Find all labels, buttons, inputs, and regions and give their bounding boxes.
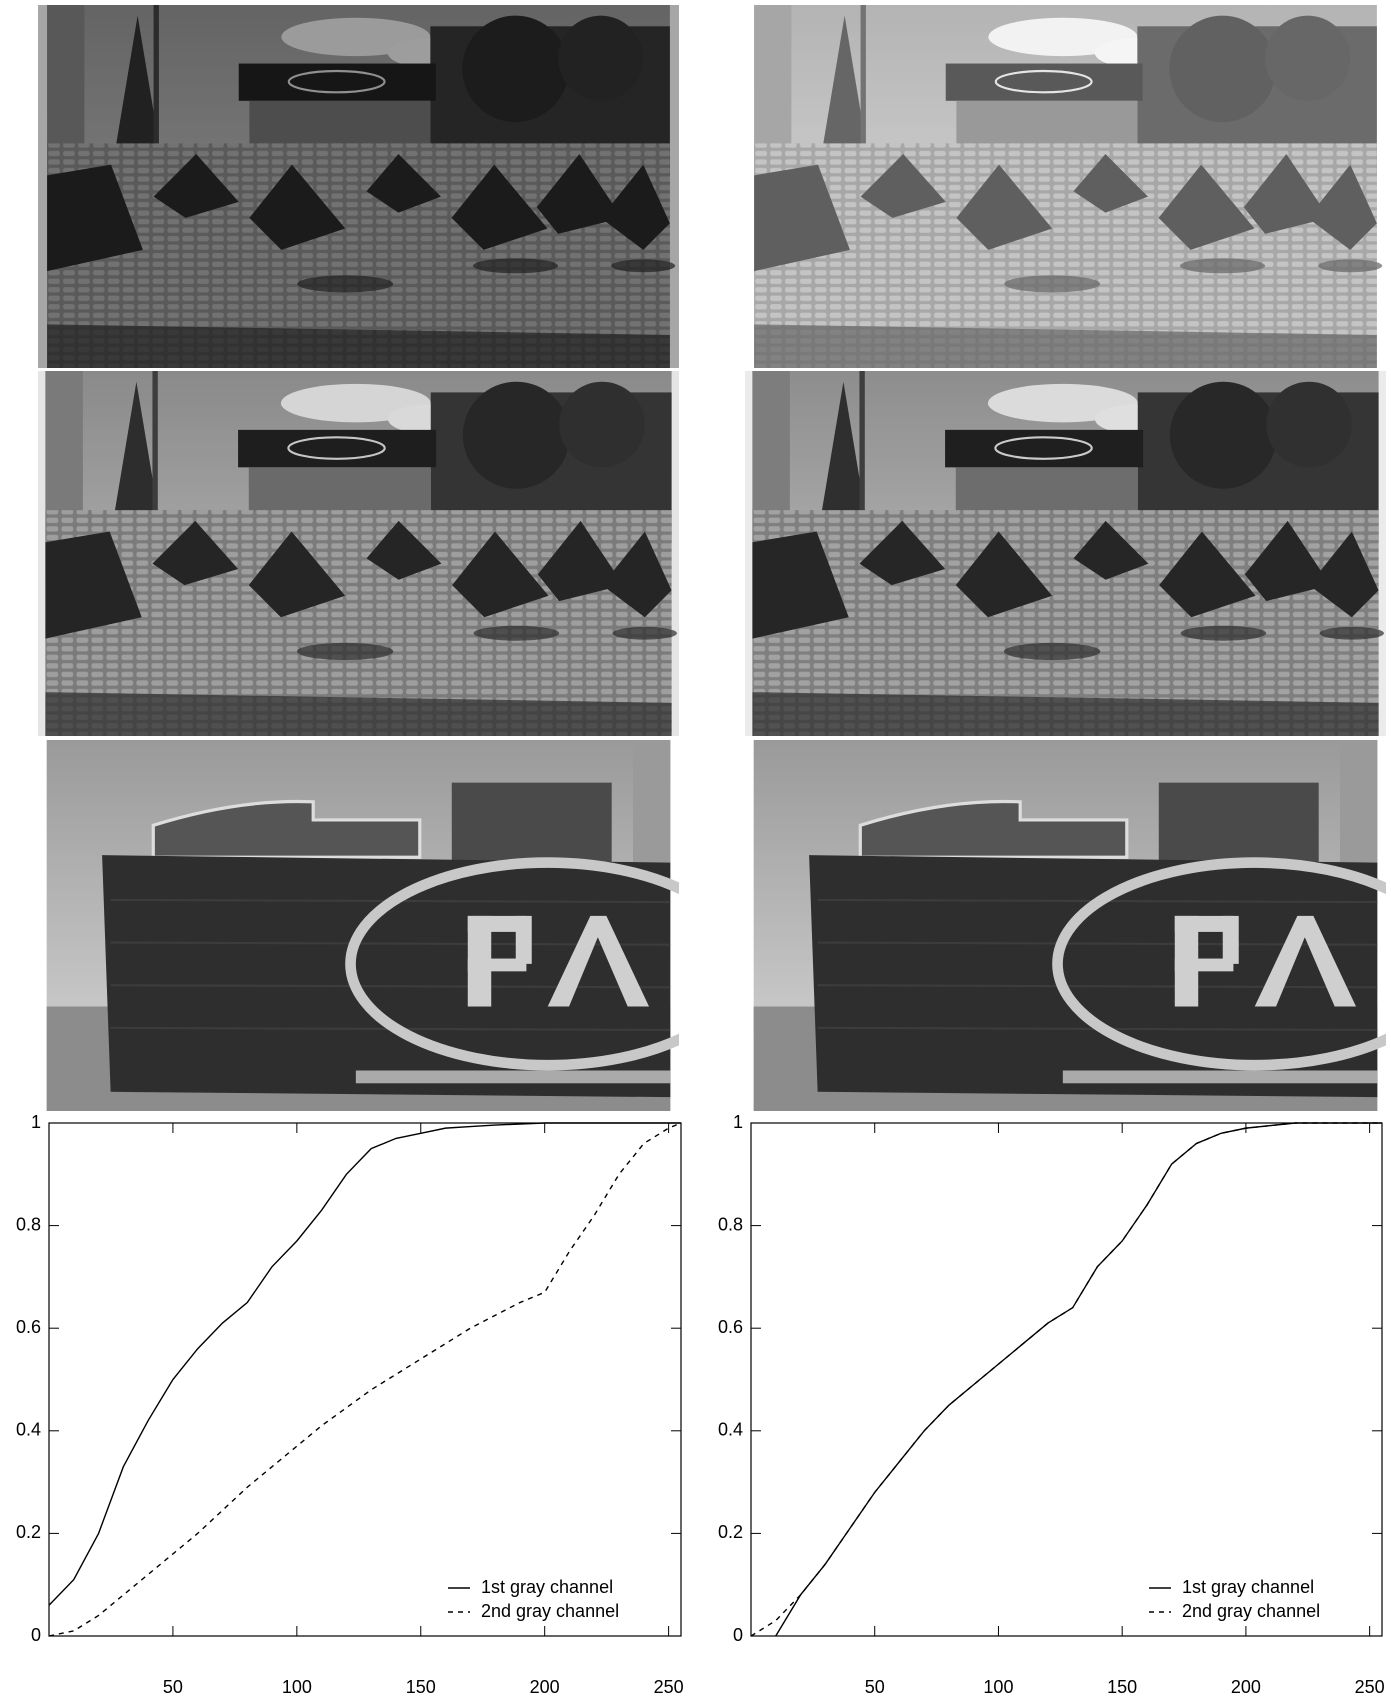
legend-label: 1st gray channel bbox=[1182, 1577, 1314, 1597]
y-tick-label: 0.4 bbox=[718, 1420, 743, 1440]
y-tick-label: 1 bbox=[733, 1112, 743, 1132]
y-tick-label: 0.6 bbox=[16, 1317, 41, 1337]
x-tick-label: 150 bbox=[1107, 1677, 1137, 1697]
legend-label: 2nd gray channel bbox=[481, 1601, 619, 1621]
body: {"chart_data": [ {"type": "line", "xlim"… bbox=[0, 0, 1391, 1700]
y-tick-label: 1 bbox=[31, 1112, 41, 1132]
image-panel bbox=[47, 740, 745, 1111]
x-tick-label: 250 bbox=[1355, 1677, 1385, 1697]
y-tick-label: 0.8 bbox=[718, 1214, 743, 1234]
plot-frame bbox=[751, 1123, 1382, 1636]
y-tick-label: 0.6 bbox=[718, 1317, 743, 1337]
figure: 5010015020025000.20.40.60.811st gray cha… bbox=[0, 0, 1391, 1700]
y-tick-label: 0 bbox=[31, 1625, 41, 1645]
chart: 50 100 150 200 250 0 0.2 0.4 0.6 0.8 1 1st gray cha… bbox=[16, 1112, 684, 1697]
chart: 50 100 150 200 250 0 0.2 0.4 0.6 0.8 1 1st gray cha… bbox=[718, 1112, 1385, 1697]
y-tick-label: 0.4 bbox=[16, 1420, 41, 1440]
data-line bbox=[49, 1123, 681, 1605]
x-tick-label: 100 bbox=[282, 1677, 312, 1697]
y-tick-label: 0.8 bbox=[16, 1214, 41, 1234]
page: html, body { margin: 0; padding: 0; back… bbox=[0, 0, 1391, 1700]
x-tick-label: 150 bbox=[406, 1677, 436, 1697]
image-panels bbox=[38, 5, 1391, 1111]
image-panel bbox=[754, 740, 1391, 1111]
y-tick-label: 0.2 bbox=[16, 1522, 41, 1542]
data-line bbox=[49, 1123, 681, 1636]
x-tick-label: 50 bbox=[163, 1677, 183, 1697]
plot-frame bbox=[49, 1123, 681, 1636]
x-tick-label: 50 bbox=[865, 1677, 885, 1697]
image-panel bbox=[38, 5, 679, 368]
image-panel bbox=[38, 371, 679, 736]
data-line bbox=[751, 1123, 1382, 1636]
legend-label: 1st gray channel bbox=[481, 1577, 613, 1597]
y-tick-label: 0 bbox=[733, 1625, 743, 1645]
x-tick-label: 250 bbox=[654, 1677, 684, 1697]
x-tick-label: 100 bbox=[983, 1677, 1013, 1697]
data-line bbox=[776, 1123, 1382, 1636]
x-tick-label: 200 bbox=[1231, 1677, 1261, 1697]
legend-label: 2nd gray channel bbox=[1182, 1601, 1320, 1621]
y-tick-label: 0.2 bbox=[718, 1522, 743, 1542]
image-panel bbox=[745, 371, 1386, 736]
image-panel bbox=[745, 5, 1386, 368]
x-tick-label: 200 bbox=[530, 1677, 560, 1697]
